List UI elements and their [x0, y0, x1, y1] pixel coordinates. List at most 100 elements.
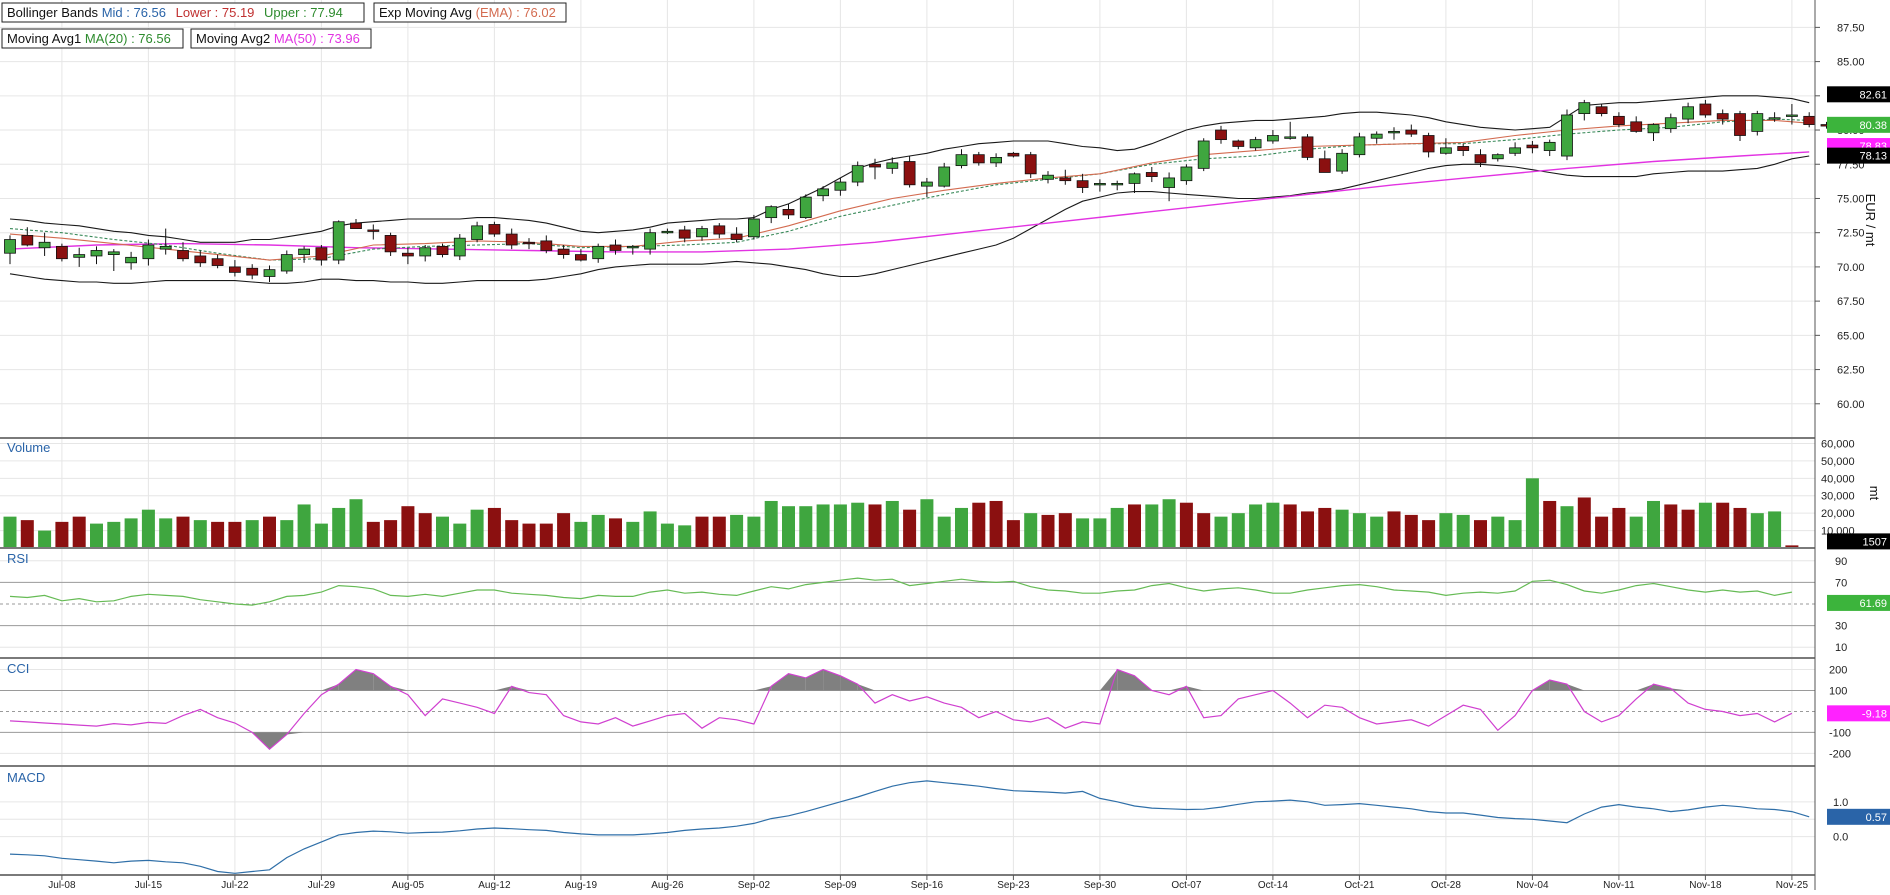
macd-series	[9, 780, 1810, 874]
legend-ma2-tag: MA(50)	[274, 31, 317, 46]
candle-down	[488, 224, 501, 235]
legend-ema[interactable]: Exp Moving Avg (EMA) : 76.02	[373, 2, 567, 23]
cci-overbought-fill	[390, 686, 408, 691]
legend-ma1-tag: MA(20)	[85, 31, 128, 46]
ema-line	[9, 119, 1810, 261]
price-tick-label: 70.00	[1837, 262, 1865, 274]
candle-up	[1786, 114, 1798, 117]
volume-bar	[1439, 513, 1453, 548]
cci-line	[9, 668, 1793, 751]
cci-tick-label: -100	[1829, 727, 1851, 739]
candle-up	[817, 188, 829, 197]
candle-down	[228, 266, 241, 273]
legend-bollinger[interactable]: Bollinger Bands Mid : 76.56 Lower : 75.1…	[1, 2, 365, 23]
volume-bar	[1404, 514, 1418, 548]
candle-down	[1007, 152, 1020, 157]
candle-up	[280, 254, 293, 272]
price-tick-label: 62.50	[1837, 365, 1865, 377]
volume-bar	[816, 504, 830, 548]
volume-bar	[366, 521, 380, 548]
date-label: Oct-07	[1171, 880, 1201, 890]
candle-down	[1734, 113, 1746, 136]
volume-bar	[522, 523, 536, 548]
candle-down	[1613, 115, 1625, 125]
volume-bar	[245, 520, 259, 548]
legend-bb-mid: Mid : 76.56	[102, 5, 166, 20]
cci-overbought-fill	[1670, 688, 1689, 691]
volume-bar	[1664, 504, 1678, 548]
rsi-line	[9, 577, 1793, 606]
volume-tick-label: 60,000	[1821, 438, 1855, 450]
price-tick-label: 72.50	[1837, 228, 1865, 240]
date-label: Nov-18	[1689, 880, 1722, 890]
rsi-tick-label: 30	[1835, 621, 1847, 633]
candle-down	[436, 245, 449, 255]
candle-up	[1094, 183, 1106, 186]
candle-down	[1457, 146, 1470, 151]
legend-ma1-value: : 76.56	[131, 31, 171, 46]
candle-up	[90, 250, 103, 257]
rsi-panel-title: RSI	[7, 551, 29, 566]
candle-down	[609, 244, 622, 251]
candle-up	[471, 225, 484, 240]
volume-bar	[384, 520, 398, 548]
price-axis-label: EUR / mt	[1863, 194, 1878, 247]
volume-bar	[1231, 513, 1245, 548]
volume-bar	[505, 520, 519, 548]
candle-up	[1440, 147, 1452, 154]
candle-down	[1024, 154, 1037, 175]
cci-overbought-fill	[1169, 686, 1187, 691]
candle-up	[1284, 136, 1297, 139]
legend-ma2[interactable]: Moving Avg2 MA(50) : 73.96	[190, 28, 372, 49]
candle-down	[1232, 140, 1245, 147]
candle-up	[1509, 147, 1521, 154]
candle-up	[1578, 102, 1591, 115]
candle-up	[73, 254, 86, 258]
candle-up	[1180, 166, 1193, 182]
volume-bar	[937, 516, 951, 548]
price-tag: 78.13	[1859, 151, 1887, 163]
candle-down	[678, 229, 691, 239]
candle-up	[696, 228, 708, 238]
price-tick-label: 60.00	[1837, 399, 1865, 411]
candle-up	[938, 166, 951, 187]
volume-bar	[903, 509, 917, 548]
candle-up	[1768, 117, 1781, 120]
volume-bar	[1474, 520, 1487, 548]
candle-down	[177, 250, 189, 260]
candle-down	[21, 235, 34, 246]
date-label: Oct-28	[1431, 880, 1461, 890]
volume-bar	[1214, 516, 1228, 548]
candle-down	[1301, 136, 1314, 158]
volume-bar	[626, 521, 640, 548]
candle-up	[38, 241, 51, 249]
volume-bar	[470, 509, 484, 548]
legend-ma1[interactable]: Moving Avg1 MA(20) : 76.56	[1, 28, 184, 49]
candle-up	[990, 157, 1002, 164]
price-tick-label: 75.00	[1837, 193, 1865, 205]
candle-down	[194, 255, 207, 264]
candle-down	[730, 233, 743, 240]
volume-bar	[141, 509, 155, 548]
volume-bar	[833, 504, 847, 548]
candle-up	[107, 251, 120, 255]
candle-up	[1336, 152, 1348, 172]
legend-ma2-value: : 73.96	[320, 31, 360, 46]
candle-down	[1595, 106, 1608, 115]
candle-up	[1128, 173, 1141, 184]
volume-bar	[695, 516, 709, 548]
legend-ema-value: : 76.02	[516, 5, 556, 20]
date-label: Jul-22	[221, 880, 249, 890]
candle-up	[298, 248, 311, 255]
volume-tick-label: 20,000	[1821, 508, 1855, 520]
rsi-tick-label: 70	[1835, 577, 1847, 589]
price-tag-bg	[1827, 86, 1890, 103]
candle-down	[350, 222, 362, 229]
candle-down	[1474, 154, 1487, 164]
candle-up	[765, 206, 778, 219]
volume-bar	[609, 518, 622, 548]
volume-bar	[678, 525, 692, 548]
date-label: Oct-14	[1258, 880, 1288, 890]
